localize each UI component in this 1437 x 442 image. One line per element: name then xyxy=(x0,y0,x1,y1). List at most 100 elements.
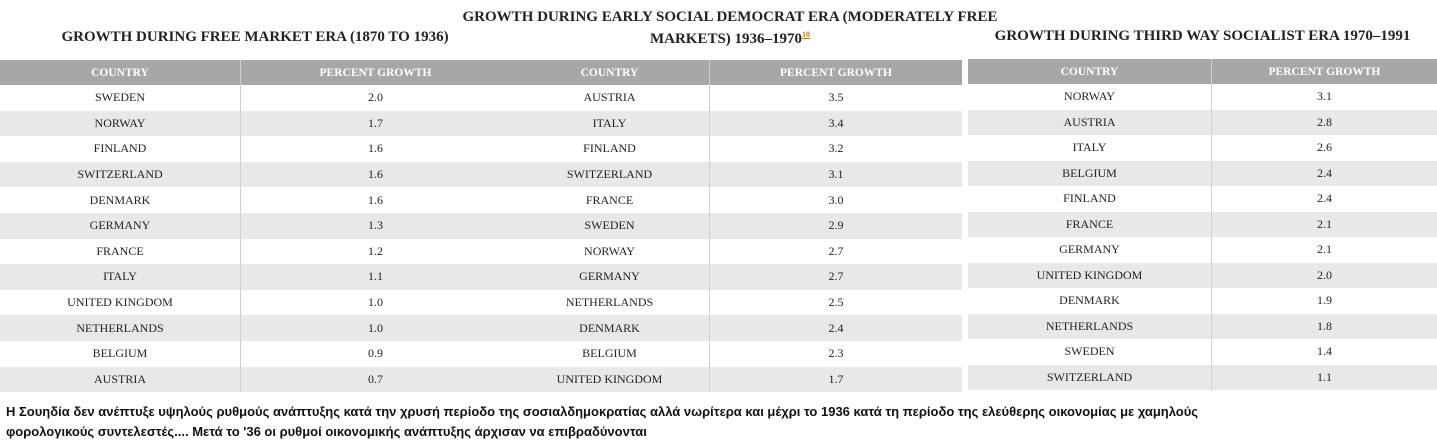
country-cell: ITALY xyxy=(510,110,710,137)
table-row: BELGIUM 0.9 xyxy=(0,341,510,367)
country-cell: SWEDEN xyxy=(0,85,241,111)
country-cell: BELGIUM xyxy=(0,341,241,367)
column-header: COUNTRY xyxy=(968,59,1212,84)
growth-cell: 0.7 xyxy=(368,371,383,386)
column-header: COUNTRY xyxy=(0,60,241,85)
growth-cell: 2.4 xyxy=(1317,191,1332,206)
country-cell: SWITZERLAND xyxy=(510,161,710,188)
caption-line: φορολογικούς συντελεστές.... Μετά το '36… xyxy=(6,424,647,439)
growth-cell: 2.6 xyxy=(1317,140,1332,155)
table-row: SWITZERLAND 1.1 xyxy=(968,364,1437,390)
growth-cell: 3.4 xyxy=(828,115,844,130)
growth-cell: 2.9 xyxy=(828,218,844,233)
footnote-ref: 10 xyxy=(802,30,811,39)
column-header: COUNTRY xyxy=(510,60,710,85)
country-cell: FRANCE xyxy=(510,187,710,213)
country-cell: FRANCE xyxy=(968,211,1212,237)
table-row: SWITZERLAND 1.6 xyxy=(0,161,510,188)
table-row: NORWAY 1.7 xyxy=(0,110,510,137)
growth-cell: 1.6 xyxy=(368,167,383,182)
country-cell: GERMANY xyxy=(968,237,1212,263)
table-row: NORWAY 3.1 xyxy=(968,84,1437,110)
growth-cell: 1.6 xyxy=(368,141,383,156)
table-row: FINLAND 3.2 xyxy=(510,136,962,162)
title-text: GROWTH DURING EARLY SOCIAL DEMOCRAT ERA … xyxy=(462,9,998,47)
table-row: AUSTRIA 3.5 xyxy=(510,85,962,111)
growth-cell: 1.9 xyxy=(1317,293,1332,308)
country-cell: FRANCE xyxy=(0,238,241,265)
growth-cell: 3.5 xyxy=(828,90,844,105)
table-row: DENMARK 1.6 xyxy=(0,187,510,213)
table-row: SWEDEN 2.0 xyxy=(0,85,510,111)
country-cell: NORWAY xyxy=(968,84,1212,110)
country-cell: SWITZERLAND xyxy=(0,161,241,188)
country-cell: SWEDEN xyxy=(510,213,710,239)
growth-cell: 2.8 xyxy=(1317,114,1332,129)
table-title: GROWTH DURING FREE MARKET ERA (1870 TO 1… xyxy=(0,28,510,46)
growth-cell: 2.7 xyxy=(828,243,844,258)
growth-cell: 1.7 xyxy=(368,115,383,130)
growth-cell: 1.0 xyxy=(368,320,383,335)
table-header: COUNTRY PERCENT GROWTH xyxy=(510,60,962,85)
table: GROWTH DURING FREE MARKET ERA (1870 TO 1… xyxy=(0,0,510,395)
table-row: ITALY 2.6 xyxy=(968,135,1437,161)
growth-cell: 1.4 xyxy=(1317,344,1332,359)
country-cell: FINLAND xyxy=(968,186,1212,212)
growth-cell: 2.0 xyxy=(1317,267,1332,282)
country-cell: GERMANY xyxy=(510,264,710,290)
table-row: UNITED KINGDOM 1.7 xyxy=(510,366,962,393)
country-cell: AUSTRIA xyxy=(0,366,241,393)
growth-cell: 1.0 xyxy=(368,295,383,310)
table-title: GROWTH DURING THIRD WAY SOCIALIST ERA 19… xyxy=(968,27,1437,45)
growth-cell: 3.0 xyxy=(828,192,844,207)
table-row: FRANCE 2.1 xyxy=(968,211,1437,237)
table-row: ITALY 1.1 xyxy=(0,264,510,290)
growth-cell: 3.2 xyxy=(828,141,844,156)
table: GROWTH DURING THIRD WAY SOCIALIST ERA 19… xyxy=(968,0,1437,395)
table-row: FRANCE 3.0 xyxy=(510,187,962,213)
table-row: BELGIUM 2.4 xyxy=(968,160,1437,186)
growth-cell: 1.7 xyxy=(828,371,844,386)
title-text: GROWTH DURING FREE MARKET ERA (1870 TO 1… xyxy=(61,29,449,45)
table-row: GERMANY 1.3 xyxy=(0,213,510,239)
country-cell: AUSTRIA xyxy=(510,85,710,111)
growth-cell: 2.0 xyxy=(368,90,383,105)
table-header: COUNTRY PERCENT GROWTH xyxy=(0,60,510,85)
caption-line: Η Σουηδία δεν ανέπτυξε υψηλούς ρυθμούς α… xyxy=(6,404,1199,419)
table-row: NETHERLANDS 1.0 xyxy=(0,315,510,341)
country-cell: SWITZERLAND xyxy=(968,364,1212,390)
country-cell: DENMARK xyxy=(0,187,241,213)
table-row: SWEDEN 2.9 xyxy=(510,213,962,239)
table-row: FINLAND 2.4 xyxy=(968,186,1437,212)
table-row: DENMARK 1.9 xyxy=(968,288,1437,314)
table-row: FRANCE 1.2 xyxy=(0,238,510,265)
country-cell: UNITED KINGDOM xyxy=(0,289,241,316)
table-row: DENMARK 2.4 xyxy=(510,315,962,341)
table-row: AUSTRIA 2.8 xyxy=(968,109,1437,135)
growth-cell: 1.3 xyxy=(368,218,383,233)
column-header: PERCENT GROWTH xyxy=(1268,65,1381,78)
growth-cell: 1.1 xyxy=(1317,369,1332,384)
growth-cell: 0.9 xyxy=(368,346,383,361)
growth-cell: 2.4 xyxy=(828,320,844,335)
country-cell: NETHERLANDS xyxy=(0,315,241,341)
growth-cell: 3.1 xyxy=(1317,89,1332,104)
country-cell: NORWAY xyxy=(0,110,241,137)
table-row: FINLAND 1.6 xyxy=(0,136,510,162)
table-row: NETHERLANDS 2.5 xyxy=(510,289,962,316)
table-row: NORWAY 2.7 xyxy=(510,238,962,265)
table-row: SWITZERLAND 3.1 xyxy=(510,161,962,188)
table: GROWTH DURING EARLY SOCIAL DEMOCRAT ERA … xyxy=(463,0,997,395)
growth-cell: 1.1 xyxy=(368,269,383,284)
growth-cell: 2.3 xyxy=(828,346,844,361)
table-title: GROWTH DURING EARLY SOCIAL DEMOCRAT ERA … xyxy=(460,8,1000,48)
table-row: GERMANY 2.7 xyxy=(510,264,962,290)
country-cell: SWEDEN xyxy=(968,339,1212,365)
table-row: BELGIUM 2.3 xyxy=(510,341,962,367)
country-cell: AUSTRIA xyxy=(968,109,1212,135)
country-cell: GERMANY xyxy=(0,213,241,239)
growth-cell: 2.1 xyxy=(1317,242,1332,257)
table-row: ITALY 3.4 xyxy=(510,110,962,137)
country-cell: DENMARK xyxy=(510,315,710,341)
